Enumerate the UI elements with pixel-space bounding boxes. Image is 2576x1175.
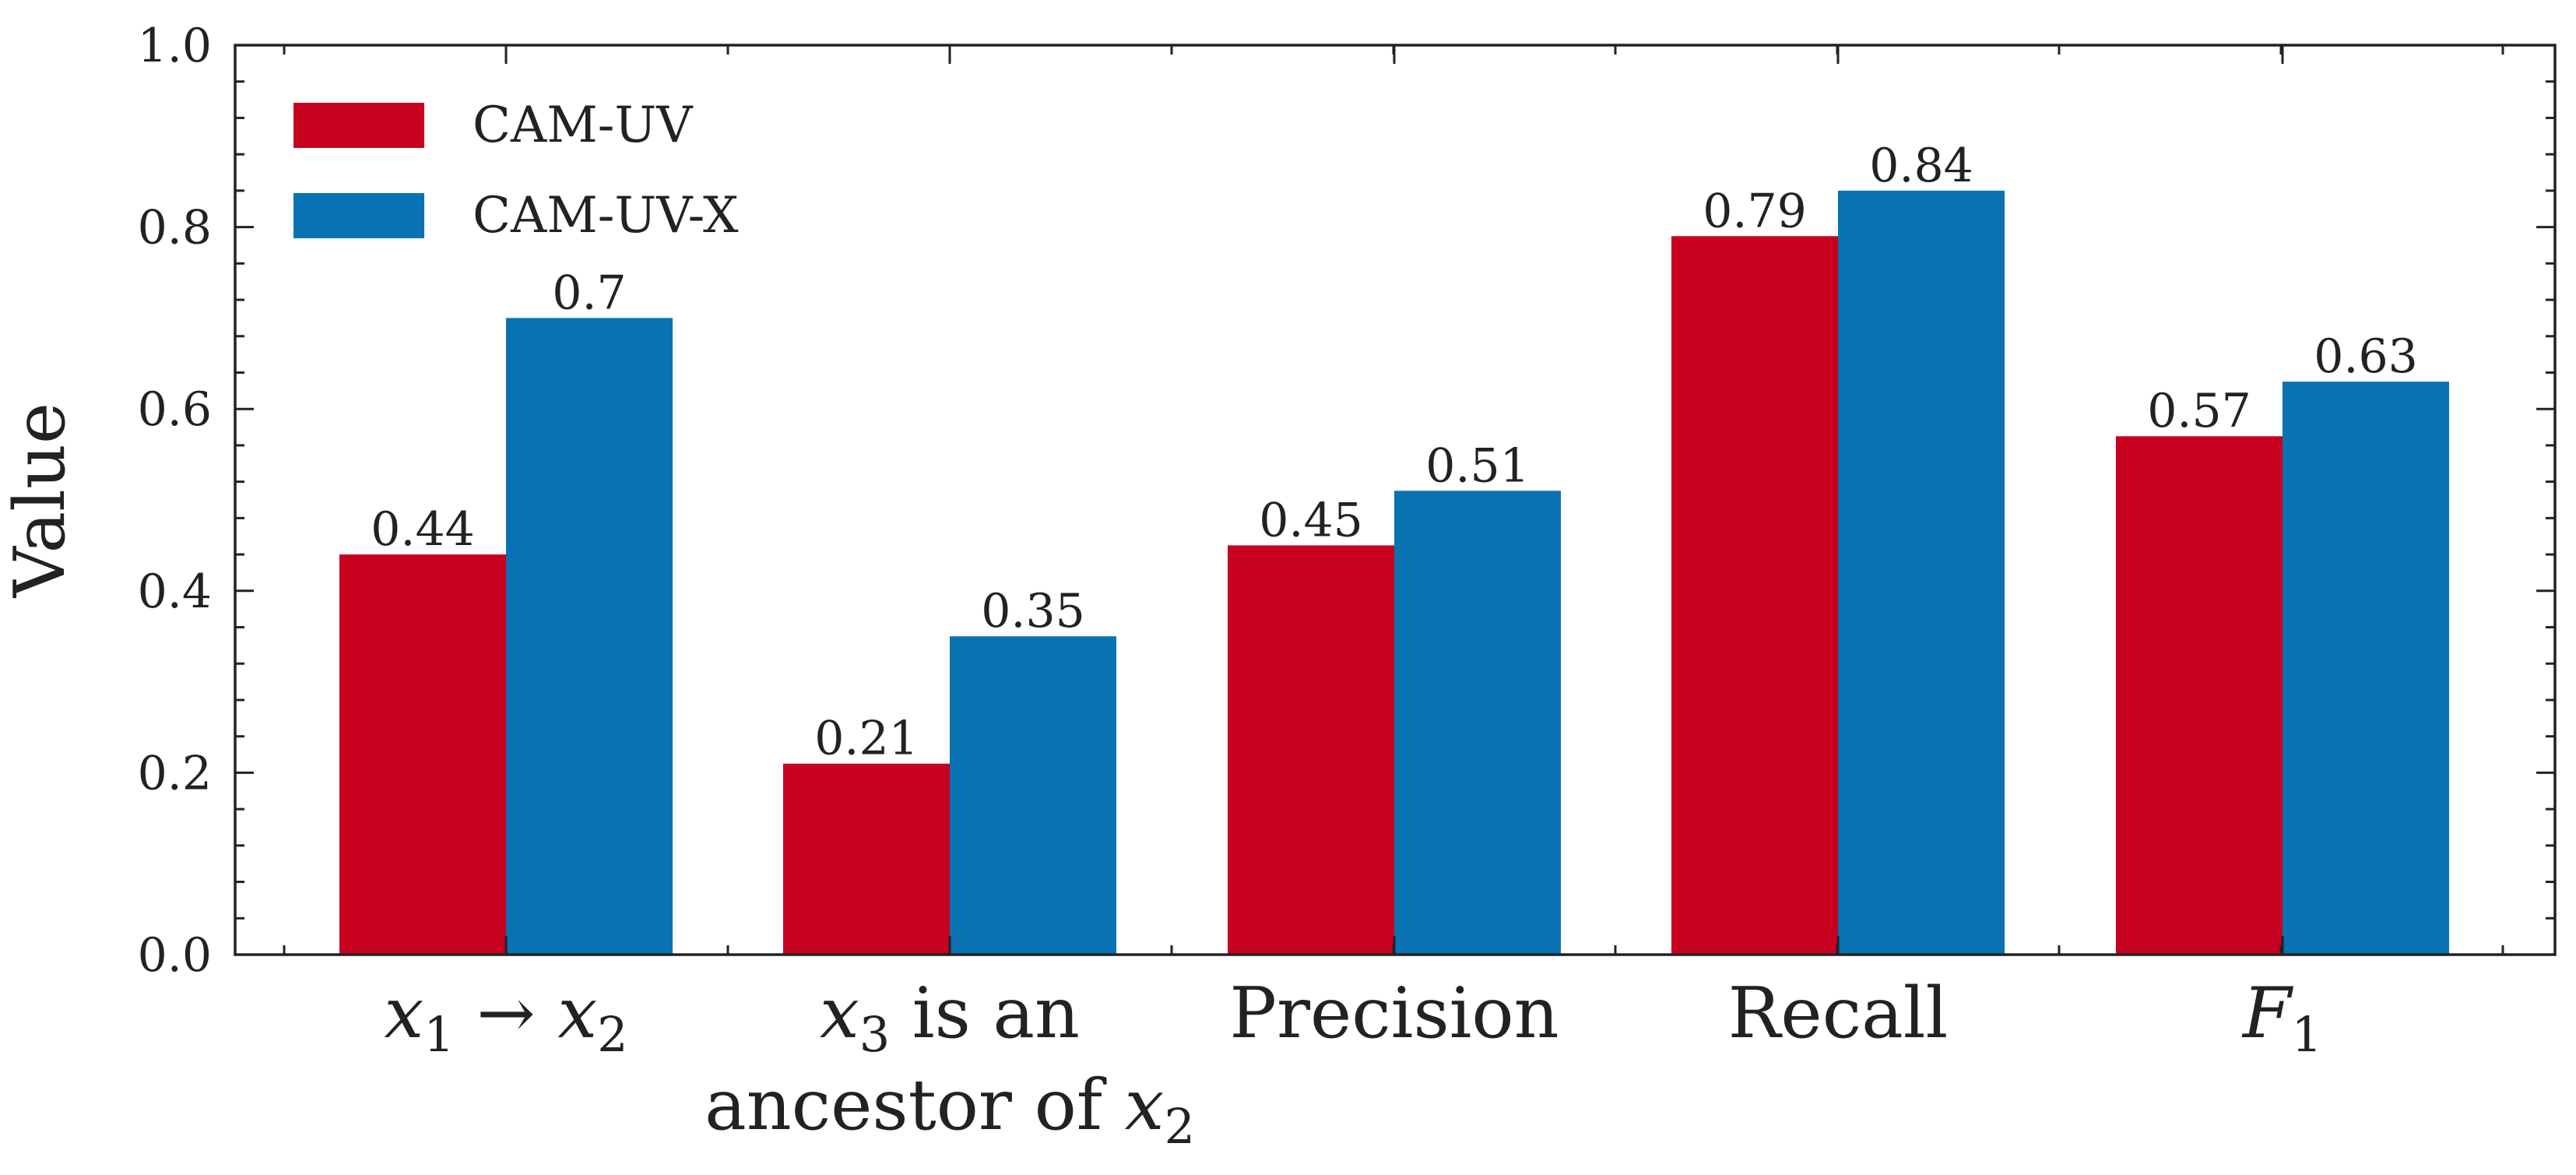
data-label-cam-uv-x-2: 0.51: [1425, 438, 1530, 493]
legend-label-cam-uv: CAM-UV: [473, 97, 694, 154]
data-label-cam-uv-x-4: 0.63: [2314, 329, 2418, 384]
y-tick-labels: 0.0 0.2 0.4 0.6 0.8 1.0: [138, 19, 212, 983]
math-var: x: [557, 973, 597, 1054]
category-label-2: Precision: [1229, 973, 1559, 1054]
bar-cam-uv-2: [1228, 545, 1394, 955]
bar-cam-uv-x-2: [1394, 491, 1561, 955]
math-subscript: 1: [2292, 1006, 2322, 1063]
math-var: x: [820, 973, 859, 1054]
arrow-symbol: →: [455, 973, 558, 1054]
bar-cam-uv-x-1: [950, 636, 1116, 955]
category-label-1-line2: ancestor of x2: [705, 1064, 1195, 1155]
data-label-cam-uv-x-1: 0.35: [981, 584, 1085, 639]
category-label-3: Recall: [1728, 973, 1949, 1054]
y-tick-label: 0.4: [138, 565, 212, 619]
math-subscript: 1: [423, 1006, 454, 1063]
bar-cam-uv-x-4: [2283, 382, 2449, 955]
category-text: is an: [890, 973, 1080, 1054]
legend: CAM-UV CAM-UV-X: [293, 97, 739, 244]
math-var: x: [1125, 1064, 1165, 1146]
y-axis-label: Value: [0, 403, 81, 598]
math-var: x: [384, 973, 423, 1054]
math-subscript: 2: [1164, 1098, 1194, 1155]
data-label-cam-uv-3: 0.79: [1703, 184, 1807, 238]
bar-cam-uv-3: [1671, 236, 1838, 955]
legend-swatch-cam-uv: [293, 103, 424, 148]
bar-cam-uv-1: [783, 763, 950, 955]
category-label-0: x1 → x2: [384, 973, 627, 1063]
data-label-cam-uv-4: 0.57: [2147, 384, 2251, 438]
y-tick-label: 0.0: [138, 928, 212, 983]
y-tick-label: 0.6: [138, 382, 212, 437]
math-subscript: 2: [597, 1006, 627, 1063]
bar-cam-uv-4: [2116, 436, 2283, 955]
math-subscript: 3: [859, 1006, 890, 1063]
y-tick-label: 0.8: [138, 201, 212, 255]
data-label-cam-uv-x-3: 0.84: [1869, 139, 1973, 193]
data-label-cam-uv-2: 0.45: [1259, 493, 1363, 547]
math-var: F: [2241, 973, 2294, 1054]
plot-frame: [234, 44, 2557, 956]
bar-cam-uv-x-0: [506, 318, 673, 955]
bars-layer: [339, 190, 2449, 955]
y-tick-label: 0.2: [138, 746, 212, 800]
legend-swatch-cam-uv-x: [293, 193, 424, 238]
data-labels: 0.44 0.21 0.45 0.79 0.57 0.7 0.35 0.51 0.84 0.63: [371, 139, 2418, 766]
category-label-1: x3 is an: [820, 973, 1080, 1063]
category-label-4: F1: [2241, 973, 2322, 1063]
data-label-cam-uv-0: 0.44: [371, 502, 475, 557]
category-text: ancestor of: [705, 1064, 1125, 1146]
bar-cam-uv-x-3: [1838, 190, 2005, 955]
bar-cam-uv-0: [339, 554, 506, 955]
y-tick-label: 1.0: [138, 19, 212, 73]
data-label-cam-uv-1: 0.21: [814, 712, 919, 766]
legend-label-cam-uv-x: CAM-UV-X: [473, 187, 739, 244]
data-label-cam-uv-x-0: 0.7: [552, 266, 626, 320]
